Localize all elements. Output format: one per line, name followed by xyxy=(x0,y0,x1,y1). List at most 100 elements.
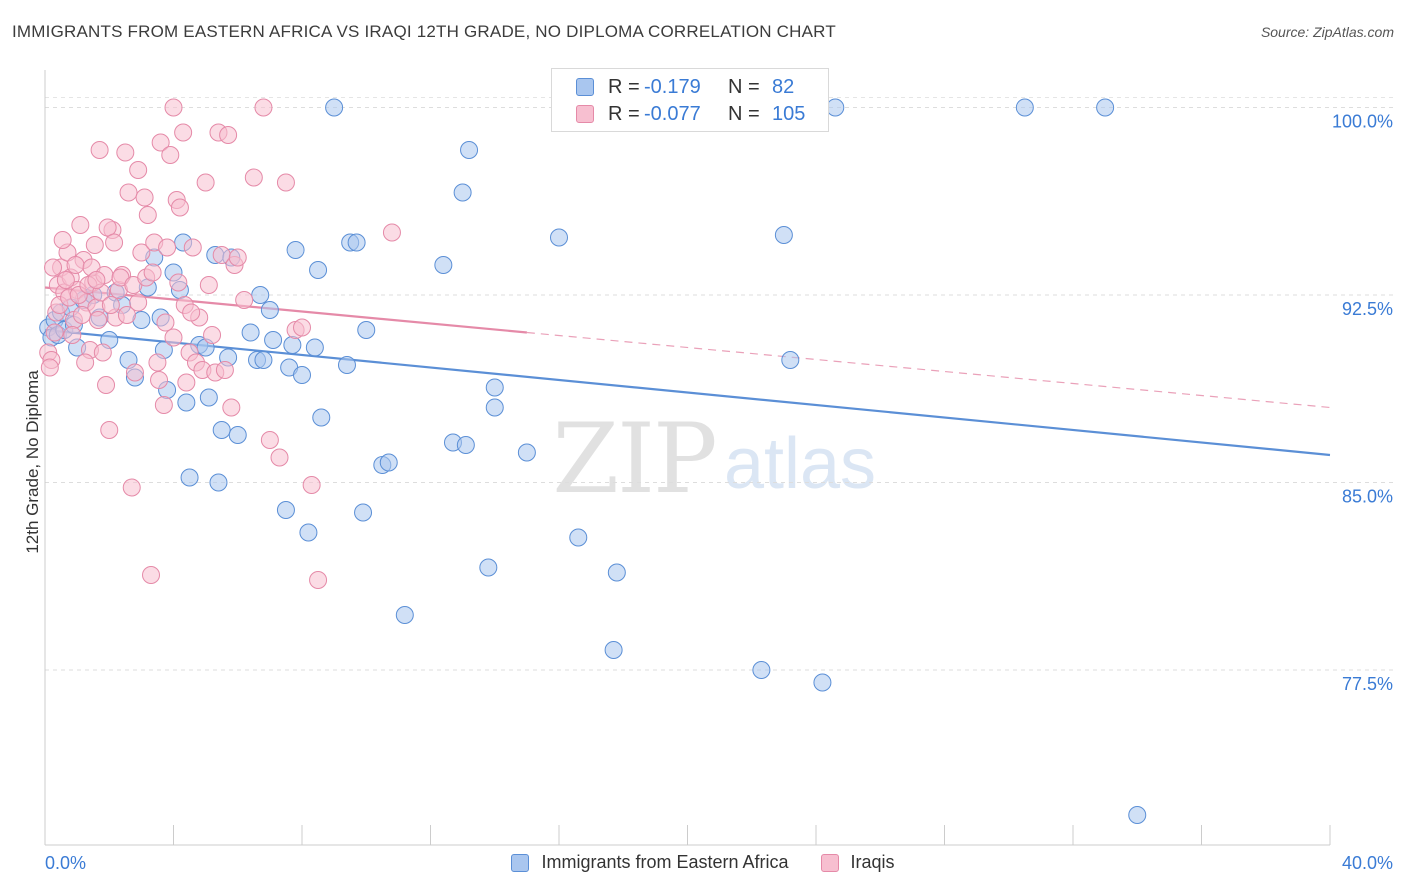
point-eastern-africa xyxy=(337,356,356,374)
point-iraqis xyxy=(85,236,104,254)
r-label: R = xyxy=(608,102,640,125)
point-eastern-africa xyxy=(1128,806,1147,824)
y-tick-label: 85.0% xyxy=(1342,487,1393,507)
point-iraqis xyxy=(116,143,135,162)
point-iraqis xyxy=(98,218,117,237)
chart-title: IMMIGRANTS FROM EASTERN AFRICA VS IRAQI … xyxy=(12,22,836,41)
point-iraqis xyxy=(260,431,279,449)
trend-line-iraqis-extension xyxy=(526,331,1331,409)
stats-legend-row-iraqis: R = -0.077 N = 105 xyxy=(576,102,805,126)
point-iraqis xyxy=(97,376,116,394)
point-iraqis xyxy=(44,258,63,277)
point-iraqis xyxy=(138,206,157,224)
point-eastern-africa xyxy=(312,408,331,427)
point-iraqis xyxy=(182,303,201,322)
point-eastern-africa xyxy=(485,378,504,397)
point-eastern-africa xyxy=(199,388,218,407)
data-points xyxy=(39,98,1147,824)
point-iraqis xyxy=(129,161,148,179)
point-eastern-africa xyxy=(347,233,366,252)
point-iraqis xyxy=(45,323,64,342)
r-value: -0.179 xyxy=(644,75,701,98)
point-iraqis xyxy=(135,188,154,207)
legend-swatch-pink xyxy=(820,853,839,872)
point-eastern-africa xyxy=(379,453,398,472)
point-iraqis xyxy=(164,328,183,347)
point-eastern-africa xyxy=(813,673,832,692)
n-value: 82 xyxy=(772,75,795,98)
point-iraqis xyxy=(72,306,91,324)
legend-item-eastern-africa[interactable]: Immigrants from Eastern Africa xyxy=(511,852,789,873)
point-iraqis xyxy=(53,231,72,249)
point-iraqis xyxy=(170,198,189,217)
point-iraqis xyxy=(302,476,321,494)
point-iraqis xyxy=(142,566,161,584)
point-iraqis xyxy=(71,216,90,234)
point-eastern-africa xyxy=(453,183,472,202)
point-eastern-africa xyxy=(177,393,196,412)
n-value: 105 xyxy=(772,102,806,125)
point-iraqis xyxy=(203,326,222,344)
watermark-atlas: atlas xyxy=(724,424,876,504)
n-label: N = xyxy=(728,75,760,98)
point-eastern-africa xyxy=(550,228,568,247)
point-eastern-africa xyxy=(1096,98,1115,117)
source-label: Source: ZipAtlas.com xyxy=(1260,24,1394,40)
point-iraqis xyxy=(293,318,311,337)
point-eastern-africa xyxy=(434,256,453,274)
point-iraqis xyxy=(156,313,175,332)
point-iraqis xyxy=(276,173,295,192)
n-label: N = xyxy=(728,102,760,125)
watermark: ZIP atlas xyxy=(552,403,876,515)
point-eastern-africa xyxy=(569,528,588,547)
point-iraqis xyxy=(196,173,215,192)
trend-line-eastern-africa xyxy=(44,328,1331,457)
point-iraqis xyxy=(101,296,120,314)
legend-swatch-pink xyxy=(576,105,594,123)
point-iraqis xyxy=(143,263,162,282)
point-eastern-africa xyxy=(781,351,800,369)
point-eastern-africa xyxy=(517,443,536,462)
point-iraqis xyxy=(244,168,263,187)
legend-label: Iraqis xyxy=(850,852,895,872)
point-iraqis xyxy=(132,243,151,262)
point-eastern-africa xyxy=(241,323,260,342)
point-eastern-africa xyxy=(254,351,273,369)
point-iraqis xyxy=(117,306,136,324)
point-eastern-africa xyxy=(228,426,247,444)
y-tick-label: 100.0% xyxy=(1332,112,1393,132)
point-eastern-africa xyxy=(357,321,376,339)
point-eastern-africa xyxy=(209,473,228,492)
point-iraqis xyxy=(164,98,183,117)
point-eastern-africa xyxy=(460,141,479,159)
legend-swatch-blue xyxy=(511,853,530,872)
point-eastern-africa xyxy=(354,503,373,522)
point-iraqis xyxy=(119,183,138,202)
y-tick-label: 92.5% xyxy=(1342,299,1393,319)
point-iraqis xyxy=(151,133,170,152)
legend-item-iraqis[interactable]: Iraqis xyxy=(820,852,895,873)
point-eastern-africa xyxy=(293,366,311,384)
point-iraqis xyxy=(154,396,173,414)
point-iraqis xyxy=(56,271,75,289)
point-eastern-africa xyxy=(826,98,845,117)
point-iraqis xyxy=(76,353,95,372)
point-iraqis xyxy=(89,311,108,329)
point-iraqis xyxy=(174,123,193,142)
point-eastern-africa xyxy=(456,436,475,454)
point-eastern-africa xyxy=(607,563,626,582)
point-eastern-africa xyxy=(485,398,504,417)
point-iraqis xyxy=(148,353,167,372)
point-iraqis xyxy=(215,361,234,379)
point-iraqis xyxy=(122,478,141,497)
point-eastern-africa xyxy=(752,661,771,679)
series-legend: Immigrants from Eastern Africa Iraqis xyxy=(0,852,1406,873)
legend-label: Immigrants from Eastern Africa xyxy=(541,852,789,872)
point-iraqis xyxy=(66,256,85,274)
point-eastern-africa xyxy=(260,301,279,319)
point-eastern-africa xyxy=(264,331,283,349)
point-iraqis xyxy=(228,248,247,267)
point-iraqis xyxy=(169,273,188,292)
point-iraqis xyxy=(158,238,177,257)
